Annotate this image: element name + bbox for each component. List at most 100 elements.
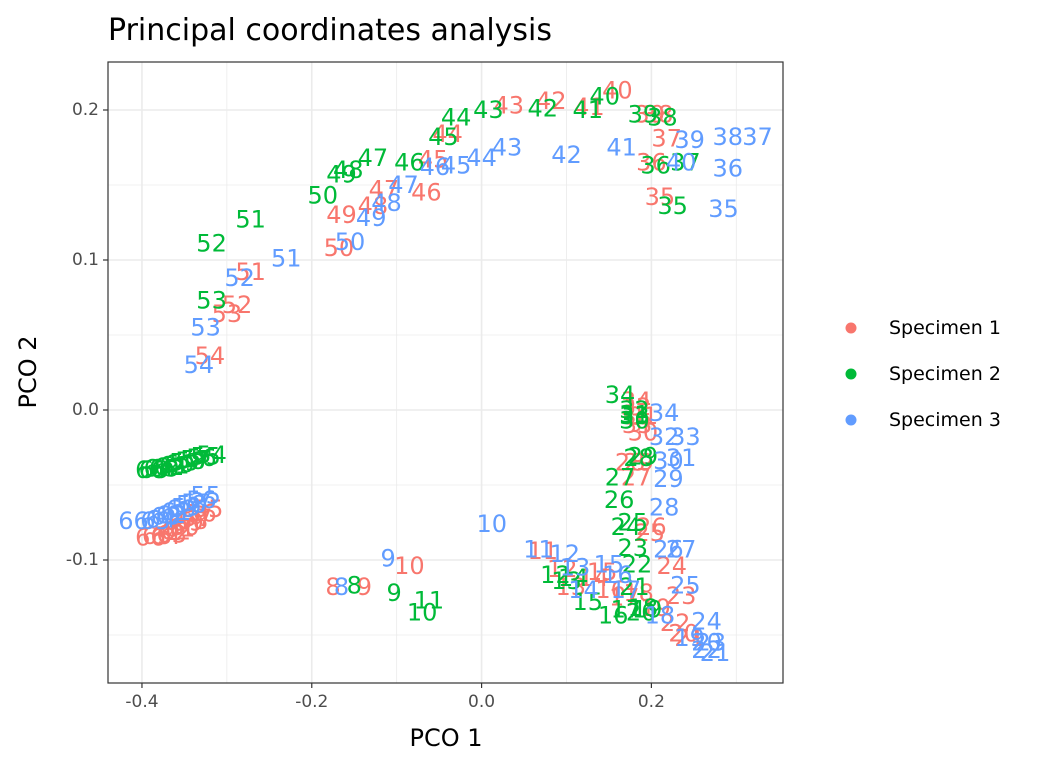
- data-point-label: 35: [657, 192, 688, 220]
- data-point-label: 33: [619, 402, 650, 430]
- data-point-label: 57: [181, 489, 212, 517]
- data-point-label: 31: [619, 401, 650, 429]
- data-point-label: 19: [640, 594, 671, 622]
- data-point-label: 42: [527, 95, 558, 123]
- data-point-label: 16: [598, 602, 629, 630]
- data-point-label: 25: [634, 519, 665, 547]
- data-point-label: 35: [645, 183, 676, 211]
- data-point-label: 25: [617, 509, 648, 537]
- data-point-label: 32: [649, 423, 680, 451]
- data-point-label: 58: [178, 507, 209, 535]
- data-point-label: 28: [615, 449, 646, 477]
- data-point-label: 14: [568, 576, 599, 604]
- data-point-label: 24: [657, 552, 688, 580]
- data-point-label: 12: [540, 561, 571, 589]
- legend-label: Specimen 2: [889, 363, 1001, 385]
- series-1: 8 910111213141516171819202122232425262728…: [135, 77, 705, 653]
- data-point-label: 30: [619, 407, 650, 435]
- data-point-label: 42: [551, 141, 582, 169]
- data-point-label: 50: [308, 182, 339, 210]
- data-point-label: 23: [696, 629, 727, 657]
- data-point-label: 8: [334, 573, 349, 601]
- data-point-label: 45: [418, 146, 449, 174]
- data-point-label: 10: [394, 552, 425, 580]
- grid-lines: [108, 62, 783, 683]
- data-point-label: 14: [578, 564, 609, 592]
- data-point-label: 22: [622, 551, 653, 579]
- axes: -0.4 -0.2 0.0 0.2 -0.1 0.0 0.1 0.2: [66, 100, 665, 712]
- data-point-label: 59: [173, 509, 204, 537]
- data-point-label: 31: [666, 444, 697, 472]
- data-point-label: 50: [335, 228, 366, 256]
- data-point-label: 33: [622, 411, 653, 439]
- data-point-label: 64: [150, 522, 181, 550]
- data-point-label: 49: [326, 201, 357, 229]
- chart-title: Principal coordinates analysis: [108, 13, 552, 48]
- data-point-label: 63: [149, 455, 180, 483]
- data-point-label: 13: [555, 573, 586, 601]
- data-point-label: 23: [666, 582, 697, 610]
- data-point-label: 42: [536, 87, 567, 115]
- data-point-label: 60: [166, 495, 197, 523]
- data-point-label: 20: [691, 629, 722, 657]
- data-point-label: 43: [492, 134, 523, 162]
- data-point-label: 17: [609, 584, 640, 612]
- legend: Specimen 1 Specimen 2 Specimen 3: [845, 317, 1001, 431]
- data-point-label: 46: [411, 179, 442, 207]
- data-point-label: 22: [660, 609, 691, 637]
- data-point-label: 15: [572, 588, 603, 616]
- data-point-label: 62: [156, 501, 187, 529]
- data-point-label: 58: [175, 447, 206, 475]
- data-point-label: 32: [621, 393, 652, 421]
- data-point-label: 65: [140, 507, 171, 535]
- data-point-label: 24: [691, 608, 722, 636]
- data-point-label: 9: [386, 579, 401, 607]
- data-point-label: 53: [196, 287, 227, 315]
- data-point-label: 66: [135, 456, 166, 484]
- data-point-label: 58: [176, 491, 207, 519]
- data-point-label: 47: [388, 171, 419, 199]
- data-point-label: 65: [142, 522, 173, 550]
- data-point-label: 30: [628, 419, 659, 447]
- data-point-label: 37: [670, 149, 701, 177]
- data-point-label: 54: [196, 441, 227, 469]
- data-point-label: 37: [742, 123, 773, 151]
- data-point-label: 45: [428, 123, 459, 151]
- data-point-label: 36: [636, 149, 667, 177]
- data-point-label: 63: [150, 503, 181, 531]
- data-point-label: 56: [186, 486, 217, 514]
- data-point-label: 43: [493, 92, 524, 120]
- data-point-label: 9: [381, 545, 396, 573]
- data-point-label: 17: [611, 596, 642, 624]
- data-point-label: 10: [477, 510, 508, 538]
- data-point-label: 64: [145, 506, 176, 534]
- data-point-label: 39: [634, 101, 665, 129]
- data-point-label: 38: [713, 123, 744, 151]
- legend-key: [845, 414, 857, 426]
- data-point-label: 66: [118, 507, 149, 535]
- plot-background: [108, 62, 783, 683]
- data-point-label: 28: [649, 494, 680, 522]
- data-point-label: 60: [164, 450, 195, 478]
- data-point-label: 39: [628, 101, 659, 129]
- data-point-label: 65: [139, 456, 170, 484]
- data-point-label: 22: [691, 636, 722, 664]
- data-point-label: 27: [605, 464, 636, 492]
- data-point-label: 47: [358, 144, 389, 172]
- data-point-label: 26: [604, 486, 635, 514]
- data-point-label: 40: [589, 83, 620, 111]
- data-point-label: 21: [674, 624, 705, 652]
- data-point-label: 36: [640, 152, 671, 180]
- data-point-label: 46: [394, 149, 425, 177]
- data-point-label: 13: [551, 567, 582, 595]
- data-point-label: 61: [161, 498, 192, 526]
- data-point-label: 10: [407, 599, 438, 627]
- x-tick-label: -0.2: [295, 692, 328, 712]
- data-point-label: 51: [271, 245, 302, 273]
- data-point-label: 29: [653, 465, 684, 493]
- data-point-label: 17: [611, 576, 642, 604]
- data-point-label: 52: [196, 230, 227, 258]
- data-point-label: 23: [617, 534, 648, 562]
- data-point-label: 25: [670, 572, 701, 600]
